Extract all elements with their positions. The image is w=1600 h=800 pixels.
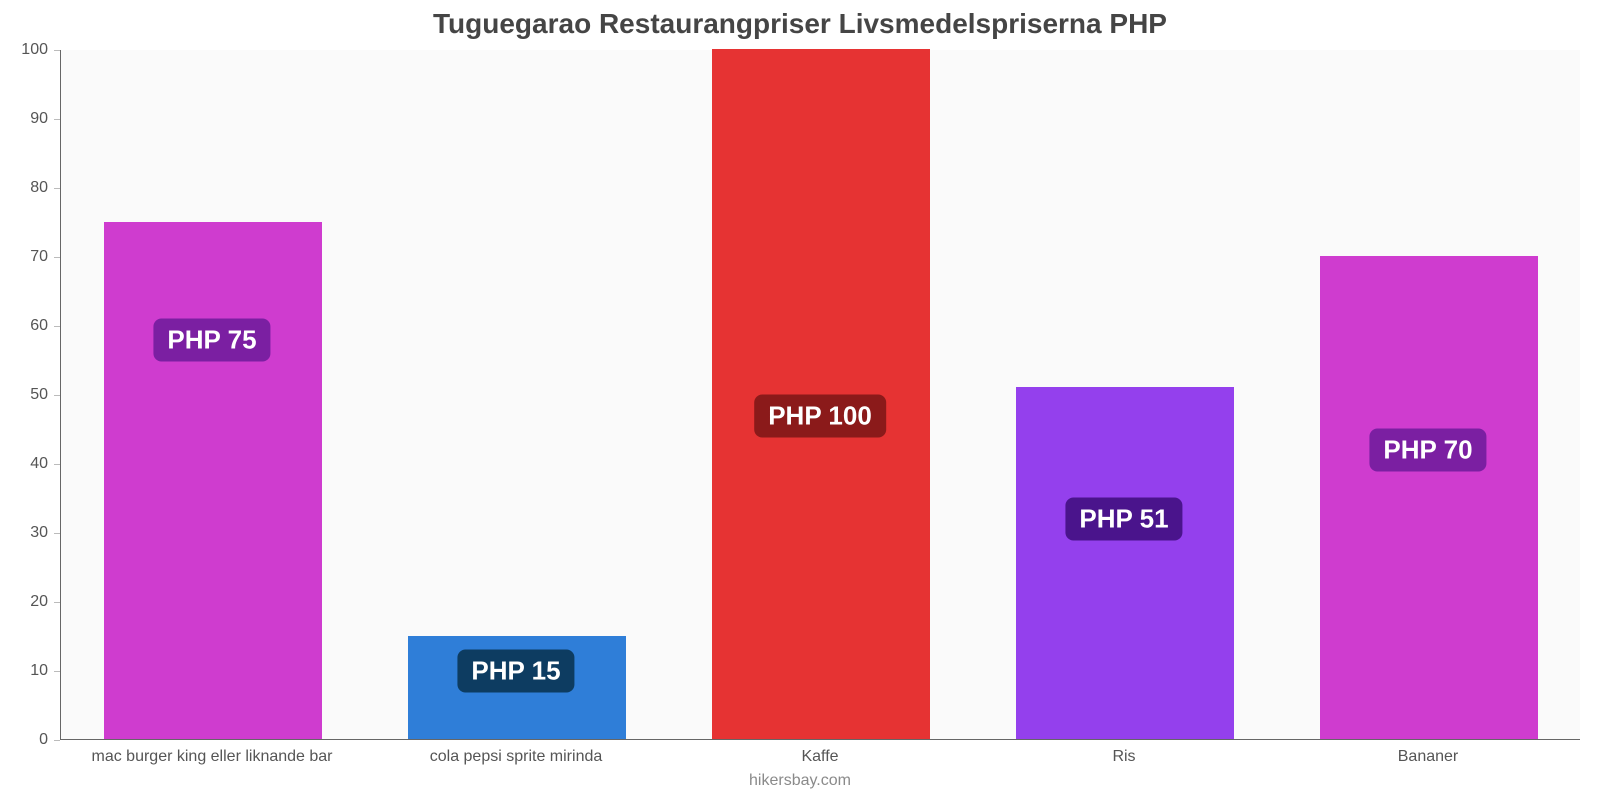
value-badge: PHP 51 (1065, 498, 1182, 541)
x-tick-label: Bananer (1398, 748, 1459, 766)
y-tick-label: 30 (0, 524, 48, 542)
y-tick-label: 70 (0, 248, 48, 266)
y-tick-mark (54, 671, 60, 672)
y-tick-mark (54, 188, 60, 189)
x-tick-label: Kaffe (801, 748, 838, 766)
y-tick-label: 50 (0, 386, 48, 404)
bar (104, 222, 323, 740)
y-tick-mark (54, 740, 60, 741)
x-tick-label: Ris (1112, 748, 1135, 766)
plot-outer: 0 10 20 30 40 50 60 70 80 90 100 mac burger king el… (0, 0, 1600, 800)
y-tick-label: 10 (0, 662, 48, 680)
y-tick-label: 90 (0, 110, 48, 128)
bar (1320, 256, 1539, 739)
y-tick-mark (54, 119, 60, 120)
y-tick-label: 60 (0, 317, 48, 335)
x-tick-label: mac burger king eller liknande bar (91, 748, 332, 766)
price-bar-chart: Tuguegarao Restaurangpriser Livsmedelspr… (0, 0, 1600, 800)
y-tick-label: 20 (0, 593, 48, 611)
bar (1016, 387, 1235, 739)
value-badge: PHP 75 (153, 318, 270, 361)
chart-footer: hikersbay.com (0, 772, 1600, 790)
y-tick-mark (54, 464, 60, 465)
y-tick-mark (54, 326, 60, 327)
y-tick-mark (54, 395, 60, 396)
y-tick-mark (54, 602, 60, 603)
x-tick-label: cola pepsi sprite mirinda (430, 748, 603, 766)
y-tick-label: 40 (0, 455, 48, 473)
y-tick-label: 0 (0, 731, 48, 749)
y-tick-mark (54, 257, 60, 258)
y-tick-label: 80 (0, 179, 48, 197)
y-tick-mark (54, 50, 60, 51)
value-badge: PHP 15 (457, 650, 574, 693)
value-badge: PHP 100 (754, 394, 886, 437)
y-tick-label: 100 (0, 41, 48, 59)
value-badge: PHP 70 (1369, 429, 1486, 472)
y-tick-mark (54, 533, 60, 534)
